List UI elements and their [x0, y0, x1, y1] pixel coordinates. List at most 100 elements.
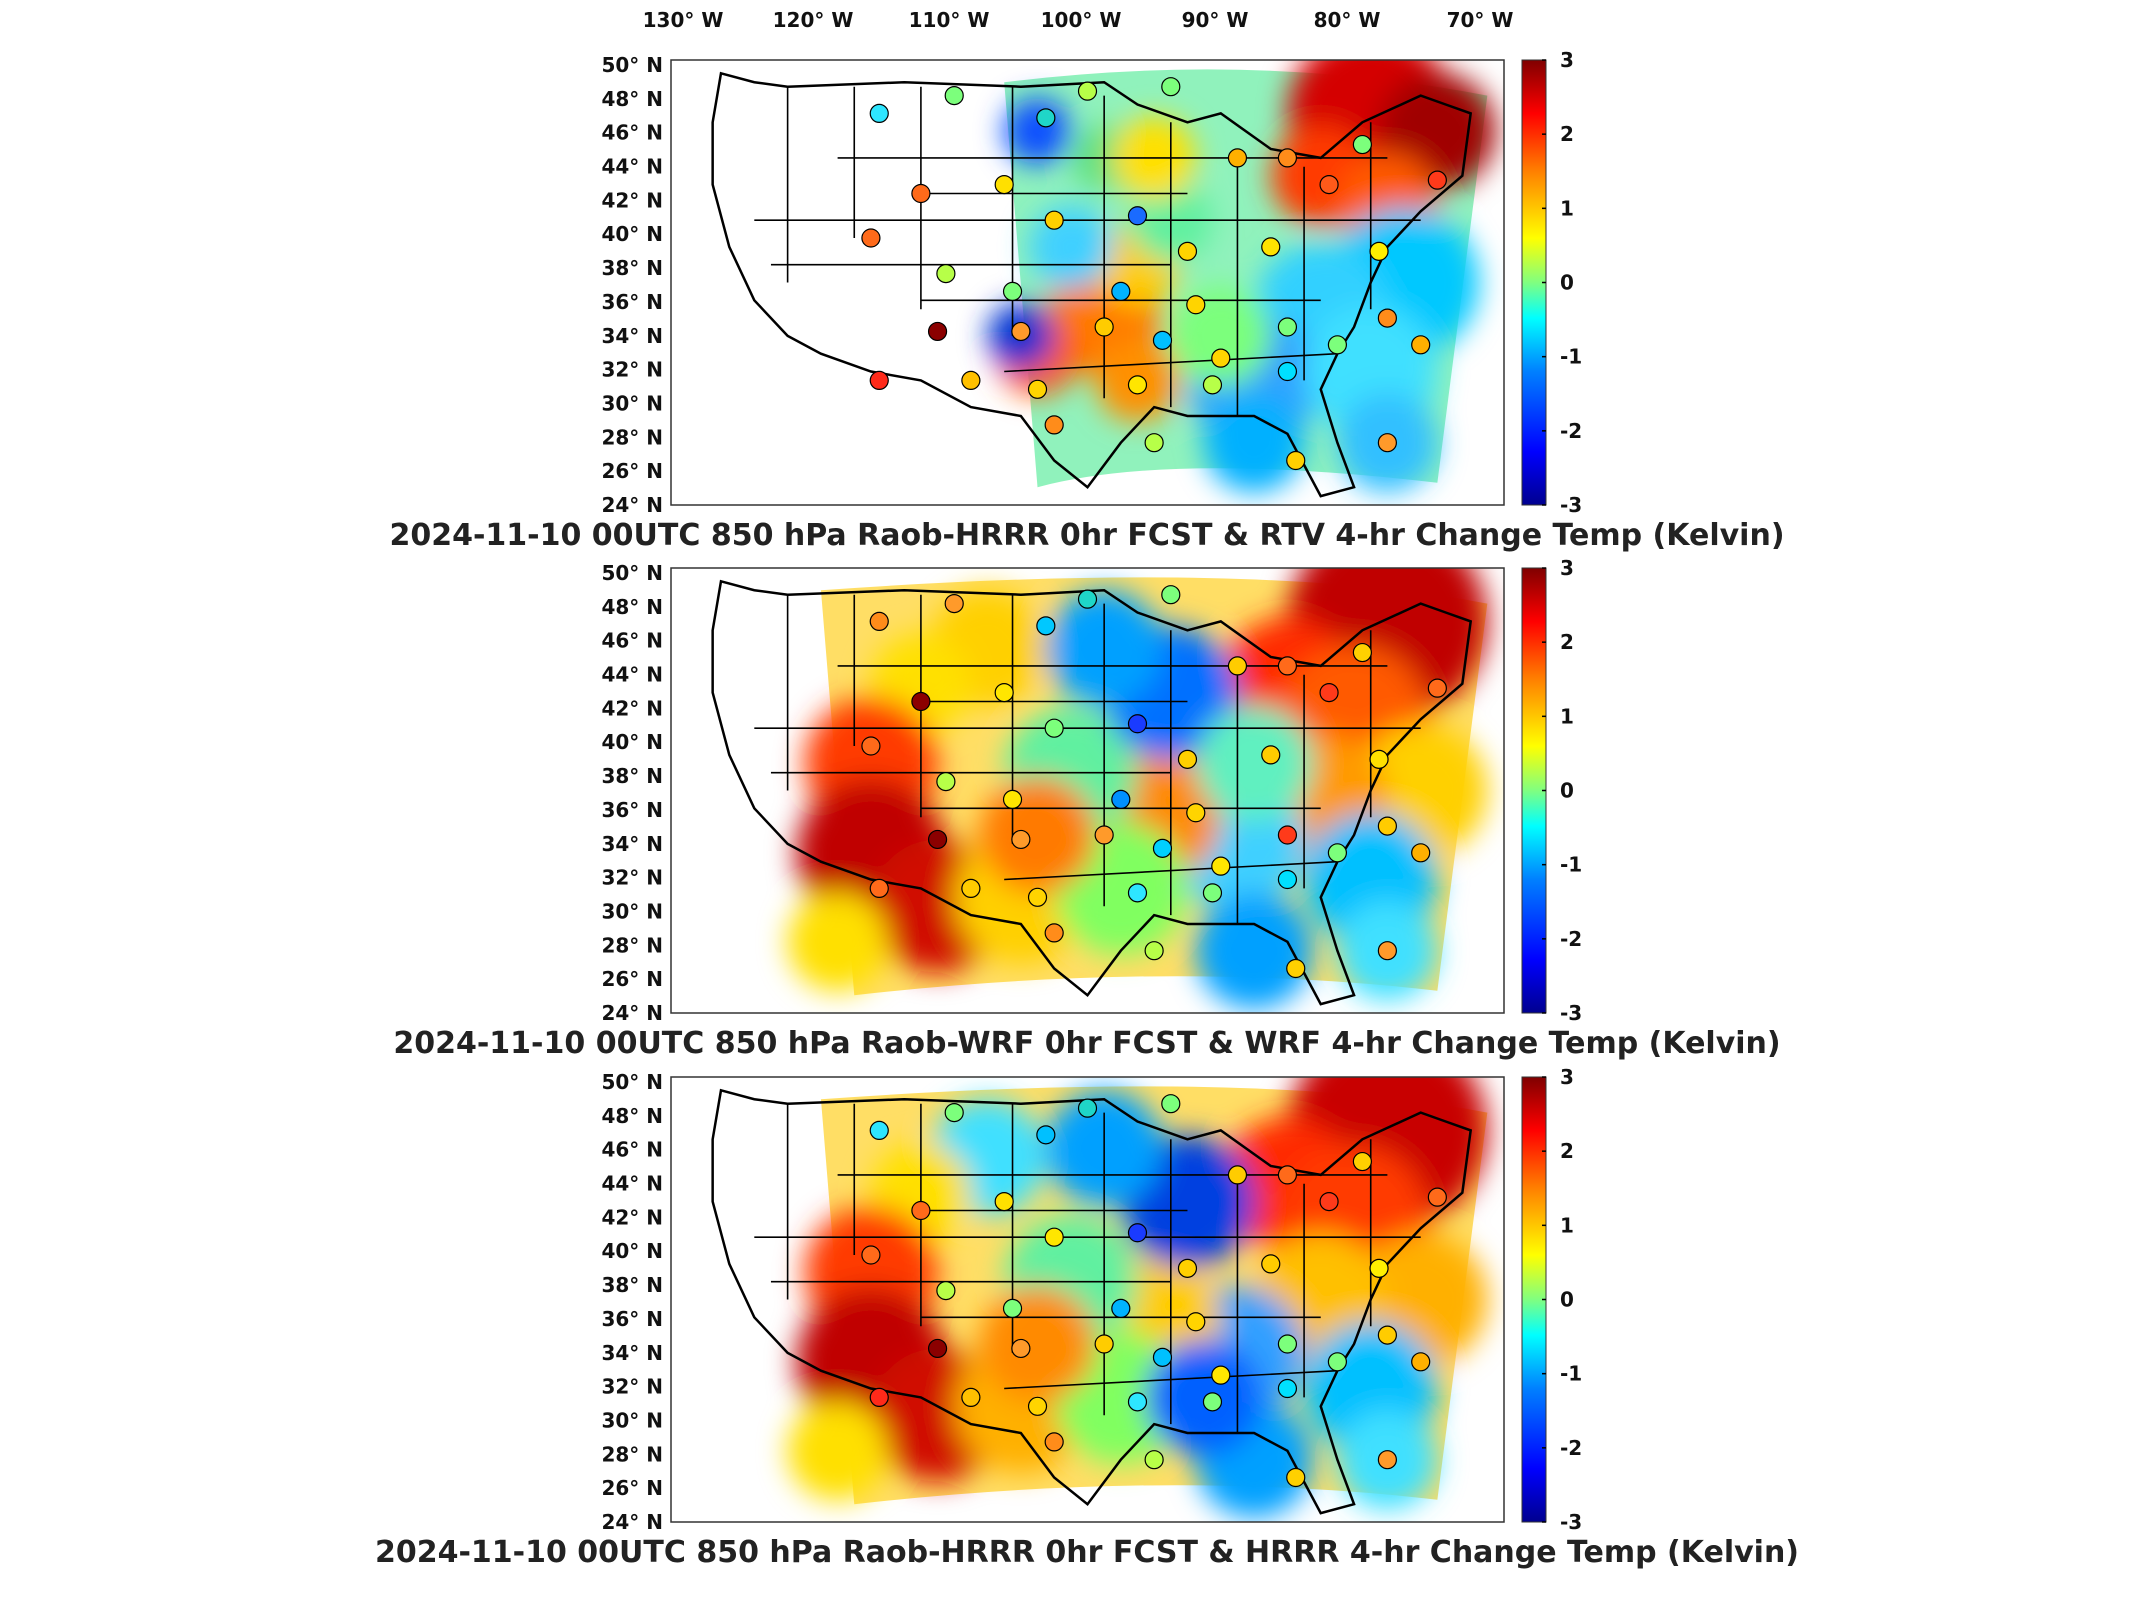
colorbar-tick-label: -1 [1560, 345, 1582, 369]
station-marker [936, 771, 956, 792]
lat-label: 24° N [601, 1510, 663, 1534]
station-marker [1044, 1227, 1064, 1247]
station-marker [1186, 295, 1206, 315]
station-marker [1094, 317, 1114, 337]
lat-label: 36° N [601, 1307, 663, 1331]
lon-label: 90° W [1182, 8, 1249, 32]
station-marker [1161, 77, 1181, 97]
colorbar-tick-label: -2 [1560, 1436, 1582, 1460]
lat-label: 26° N [601, 1476, 663, 1500]
station-marker [1261, 1254, 1281, 1274]
station-marker [1377, 1450, 1397, 1470]
field-blob [1204, 392, 1305, 493]
station-marker [1144, 1450, 1164, 1470]
station-marker [1319, 1191, 1339, 1212]
station-marker [1011, 321, 1031, 342]
station-marker [1411, 335, 1431, 355]
station-marker [1127, 206, 1148, 226]
station-marker [961, 1387, 981, 1408]
field-blob [1195, 705, 1313, 823]
colorbar-tick-label: 2 [1560, 122, 1574, 146]
lat-label: 40° N [601, 222, 663, 246]
station-marker [869, 103, 889, 124]
lat-label: 40° N [601, 730, 663, 754]
station-marker [1286, 958, 1306, 979]
station-marker [1111, 281, 1131, 301]
colorbar-tick-label: -3 [1560, 1001, 1582, 1025]
station-marker [1352, 134, 1372, 155]
field-blob [1195, 892, 1313, 1010]
station-marker [1377, 308, 1397, 328]
station-marker [1227, 148, 1248, 168]
station-marker [911, 691, 931, 712]
station-marker [1277, 361, 1298, 382]
station-marker [1044, 718, 1064, 738]
station-marker [1111, 1298, 1131, 1319]
station-marker [911, 183, 931, 204]
station-marker [869, 370, 889, 390]
station-marker [869, 1120, 889, 1141]
station-marker [1044, 210, 1064, 230]
station-marker [1227, 1165, 1248, 1185]
lat-label: 36° N [601, 290, 663, 314]
country-outline [711, 579, 1473, 1006]
lon-label: 130° W [643, 8, 724, 32]
station-marker [1036, 616, 1056, 636]
lat-label: 48° N [601, 1104, 663, 1128]
lat-label: 38° N [601, 764, 663, 788]
station-marker [1427, 1187, 1447, 1207]
station-marker [1277, 317, 1298, 337]
field-blob [787, 1400, 888, 1501]
lat-label: 40° N [601, 1239, 663, 1263]
station-marker [1044, 415, 1064, 435]
station-marker [1227, 656, 1248, 676]
lat-label: 34° N [601, 832, 663, 856]
station-marker [1319, 682, 1339, 703]
station-marker [994, 175, 1014, 195]
station-marker [1027, 379, 1048, 399]
lon-label: 120° W [773, 8, 854, 32]
colorbar-tick-label: 3 [1560, 48, 1574, 72]
station-marker [1027, 1396, 1048, 1416]
station-marker [1277, 656, 1298, 676]
raob-stations [861, 77, 1447, 471]
colorbar-tick-label: 3 [1560, 556, 1574, 580]
map-panel: 50° N 48° N 46° N 44° N 42° N 40° N 38° N 36° N… [393, 556, 1780, 1061]
station-marker [861, 1245, 881, 1265]
station-marker [1377, 433, 1397, 453]
station-marker [1027, 887, 1048, 907]
lat-label: 46° N [601, 121, 663, 145]
lat-label: 30° N [601, 391, 663, 415]
us-boundaries [711, 1088, 1473, 1515]
station-marker [1352, 1151, 1372, 1172]
station-marker [994, 682, 1014, 703]
station-marker [1377, 816, 1397, 836]
station-marker [927, 321, 948, 342]
map-panels: 50° N 48° N 46° N 44° N 42° N 40° N 38° N 36° N… [375, 48, 1799, 1570]
station-marker [1327, 1352, 1348, 1372]
lat-label: 32° N [601, 358, 663, 382]
station-marker [869, 611, 889, 632]
lat-label: 44° N [601, 1172, 663, 1196]
station-marker [1002, 789, 1023, 810]
lat-label: 50° N [601, 561, 663, 585]
colorbar-tick-label: -3 [1560, 1510, 1582, 1534]
station-marker [936, 264, 956, 284]
lon-label: 70° W [1447, 8, 1514, 32]
station-marker [994, 1191, 1014, 1212]
station-marker [944, 593, 964, 614]
station-marker [944, 85, 964, 106]
station-marker [1152, 1347, 1173, 1367]
lat-label: 38° N [601, 256, 663, 280]
lat-label: 38° N [601, 1273, 663, 1297]
station-marker [1286, 450, 1306, 471]
colorbar-tick-label: 2 [1560, 1139, 1574, 1163]
lat-label: 44° N [601, 155, 663, 179]
latitude-axis-labels: 50° N 48° N 46° N 44° N 42° N 40° N 38° N 36° N… [601, 561, 663, 1025]
colorbar-tick-label: -2 [1560, 419, 1582, 443]
lat-label: 24° N [601, 1001, 663, 1025]
station-marker [1211, 856, 1231, 876]
station-marker [1094, 1334, 1114, 1354]
country-outline [711, 1088, 1473, 1515]
